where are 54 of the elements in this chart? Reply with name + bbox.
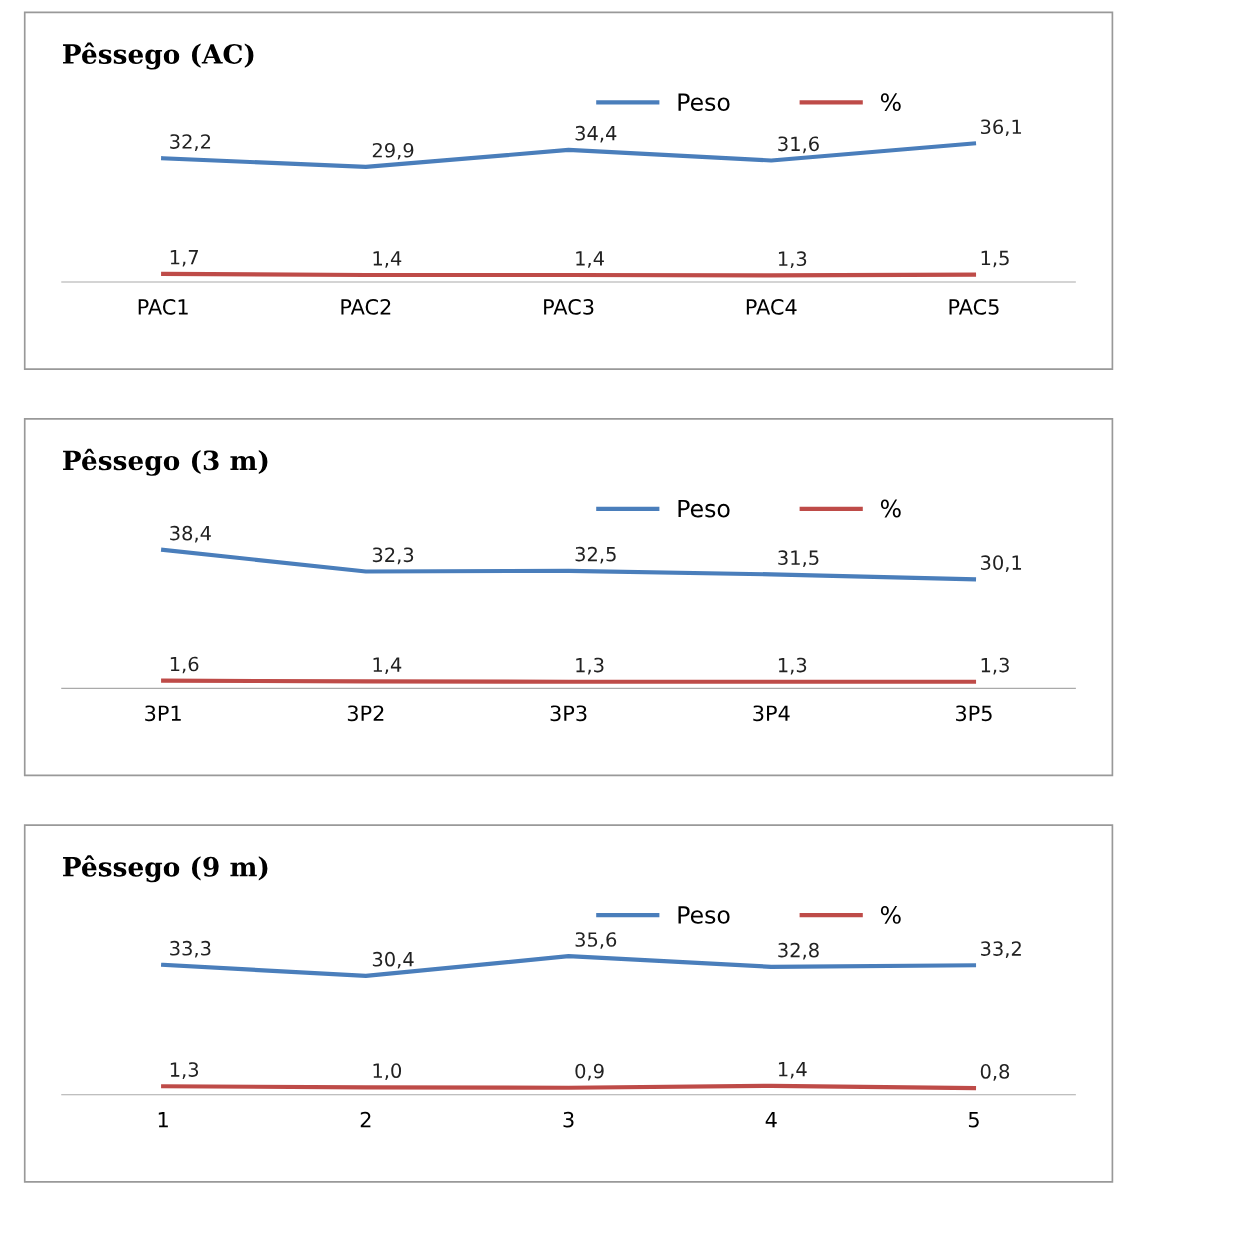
x-tick-label: PAC3 (544, 299, 594, 315)
x-tick-label: 2 (360, 1111, 371, 1128)
x-tick-label: 3P3 (550, 705, 587, 722)
chart-title: Pêssego (9 m) (63, 855, 268, 883)
data-label: 35,6 (575, 932, 617, 949)
data-label: 32,3 (372, 547, 414, 565)
data-label: 1,3 (981, 657, 1009, 675)
legend-label: % (880, 905, 901, 924)
x-tick-label: PAC5 (949, 299, 999, 315)
chart-title: Pêssego (AC) (63, 42, 254, 70)
x-tick-label: PAC4 (746, 299, 797, 315)
data-label: 34,4 (575, 125, 617, 143)
legend-label: Peso (678, 93, 730, 112)
x-tick-label: 3P5 (956, 705, 992, 722)
data-label: 0,8 (980, 1064, 1010, 1081)
data-label: 1,4 (373, 657, 402, 675)
x-tick-label: 3P4 (753, 705, 790, 722)
data-label: 0,9 (575, 1063, 604, 1081)
data-label: 1,3 (778, 251, 807, 269)
data-label: 36,1 (981, 119, 1022, 137)
x-tick-label: 5 (968, 1112, 979, 1128)
data-label: 29,9 (372, 142, 414, 160)
legend-label: Peso (678, 499, 730, 518)
data-label: 1,5 (981, 250, 1009, 268)
data-label: 1,6 (170, 656, 199, 674)
data-label: 1,4 (373, 251, 402, 268)
legend-label: % (880, 499, 901, 518)
legend-label: % (880, 93, 901, 112)
x-tick-label: 3P1 (145, 705, 181, 722)
legend-label: Peso (678, 906, 730, 924)
data-label: 33,2 (981, 941, 1021, 958)
data-label: 31,6 (778, 136, 819, 154)
data-label: 32,5 (575, 546, 616, 564)
x-tick-label: PAC2 (341, 299, 391, 315)
data-label: 32,8 (778, 942, 819, 960)
data-label: 30,4 (372, 951, 414, 969)
data-label: 32,2 (170, 134, 211, 151)
x-tick-label: 3P2 (347, 705, 384, 722)
x-tick-label: 1 (158, 1112, 168, 1128)
data-label: 1,3 (170, 1062, 199, 1079)
data-label: 31,5 (778, 550, 819, 568)
data-label: 1,3 (576, 657, 604, 675)
data-label: 1,0 (373, 1063, 402, 1081)
data-label: 1,3 (778, 657, 807, 675)
x-tick-label: 4 (765, 1112, 777, 1128)
data-label: 1,7 (170, 250, 198, 267)
data-label: 1,4 (576, 251, 604, 268)
data-label: 33,3 (170, 940, 211, 958)
chart-title: Pêssego (3 m) (63, 448, 268, 476)
data-label: 38,4 (170, 525, 211, 543)
data-label: 30,1 (981, 555, 1022, 572)
x-tick-label: 3 (563, 1111, 574, 1128)
x-tick-label: PAC1 (138, 299, 188, 315)
data-label: 1,4 (778, 1062, 807, 1079)
